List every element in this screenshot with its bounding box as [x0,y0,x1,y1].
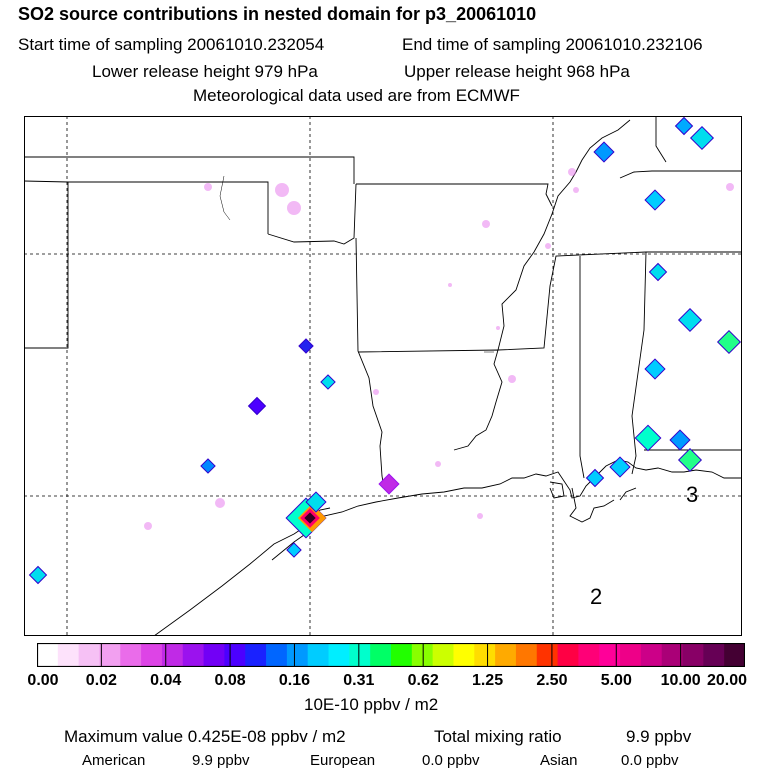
colorbar-cell [453,643,475,667]
colorbar-cell [391,643,413,667]
asian-value: 0.0 ppbv [621,752,679,769]
colorbar-cell [724,643,745,667]
colorbar-tick-label: 2.50 [536,672,568,689]
colorbar-cell [224,643,246,667]
map-panel: 3 2 [24,116,742,636]
upper-release-height: Upper release height 968 hPa [404,62,630,81]
colorbar-tick-label: 0.16 [278,672,311,689]
colorbar-cell [474,643,496,667]
colorbar-tick-label: 0.02 [85,672,117,689]
state-borders [24,116,742,489]
colorbar-cell [370,643,392,667]
colorbar-cell [536,643,559,667]
colorbar-cell [328,643,350,667]
colorbar-tick-label: 0.62 [407,672,439,689]
lower-release-height: Lower release height 979 hPa [92,62,318,81]
colorbar-tick-label: 0.04 [150,672,182,689]
colorbar-tick-label: 5.00 [600,672,632,689]
page-title: SO2 source contributions in nested domai… [18,4,537,24]
american-label: American [82,752,146,769]
rivers [219,175,494,353]
colorbar-cell [682,643,704,667]
colorbar-cell [640,643,663,667]
max-value: Maximum value 0.425E-08 ppbv / m2 [64,727,346,746]
colorbar-cell [78,643,100,667]
asian-label: Asian [540,752,578,769]
colorbar-cell [661,643,684,667]
faint-plumes [144,168,734,530]
colorbar-cell [203,643,225,667]
region-label-2: 2 [590,584,602,609]
colorbar-cell [245,643,267,667]
colorbar-cell [620,643,642,667]
colorbar-cell [99,643,121,667]
colorbar-tick-label: 1.25 [471,672,504,689]
start-time: Start time of sampling 20061010.232054 [18,35,325,54]
colorbar-cell [307,643,330,667]
colorbar-tick-label: 10.00 [660,672,701,689]
colorbar-cell [411,643,434,667]
colorbar-cell [37,643,59,667]
total-mixing-ratio-value: 9.9 ppbv [626,727,692,746]
plume-markers [28,116,742,585]
colorbar-cell [286,643,309,667]
colorbar-cell [578,643,600,667]
colorbar-tick-label: 0.08 [214,672,246,689]
colorbar-cell [349,643,371,667]
end-time: End time of sampling 20061010.232106 [402,35,703,54]
colorbar-cell [432,643,454,667]
american-value: 9.9 ppbv [192,752,250,769]
colorbar-cells [37,643,745,667]
met-data-source: Meteorological data used are from ECMWF [193,86,520,105]
colorbar-cell [266,643,288,667]
region-label-3: 3 [686,482,698,507]
european-label: European [310,752,376,769]
colorbar-cell [57,643,80,667]
colorbar [37,643,745,667]
colorbar-dividers [100,643,682,667]
colorbar-tick-label: 20.00 [706,672,748,689]
graticule [24,116,742,636]
european-value: 0.0 ppbv [422,752,480,769]
colorbar-cell [141,643,163,667]
colorbar-cell [182,643,205,667]
colorbar-units: 10E-10 ppbv / m2 [304,695,439,714]
colorbar-cell [599,643,621,667]
colorbar-tick-label: 0.00 [27,672,59,689]
colorbar-cell [161,643,184,667]
max-source-hotspot [285,491,327,539]
colorbar-cell [557,643,579,667]
colorbar-cell [495,643,517,667]
colorbar-cell [703,643,725,667]
total-mixing-ratio-label: Total mixing ratio [434,727,562,746]
colorbar-tick-label: 0.31 [343,672,375,689]
colorbar-cell [120,643,142,667]
colorbar-cell [515,643,538,667]
